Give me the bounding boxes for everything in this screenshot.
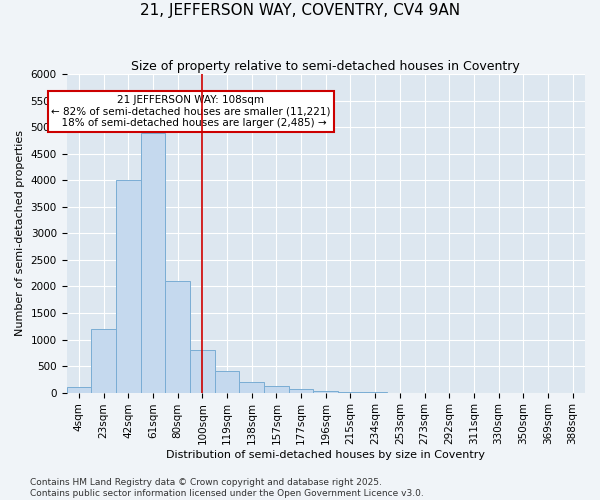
Bar	[190, 350, 215, 393]
Bar	[116, 180, 140, 392]
Title: Size of property relative to semi-detached houses in Coventry: Size of property relative to semi-detach…	[131, 60, 520, 73]
Text: 21 JEFFERSON WAY: 108sqm
← 82% of semi-detached houses are smaller (11,221)
  18: 21 JEFFERSON WAY: 108sqm ← 82% of semi-d…	[51, 95, 331, 128]
Bar	[91, 329, 116, 392]
Text: Contains HM Land Registry data © Crown copyright and database right 2025.
Contai: Contains HM Land Registry data © Crown c…	[30, 478, 424, 498]
Y-axis label: Number of semi-detached properties: Number of semi-detached properties	[15, 130, 25, 336]
Bar	[239, 382, 264, 392]
Bar	[165, 281, 190, 392]
X-axis label: Distribution of semi-detached houses by size in Coventry: Distribution of semi-detached houses by …	[166, 450, 485, 460]
Bar	[140, 132, 165, 392]
Bar	[215, 372, 239, 392]
Bar	[289, 389, 313, 392]
Bar	[67, 388, 91, 392]
Bar	[264, 386, 289, 392]
Text: 21, JEFFERSON WAY, COVENTRY, CV4 9AN: 21, JEFFERSON WAY, COVENTRY, CV4 9AN	[140, 2, 460, 18]
